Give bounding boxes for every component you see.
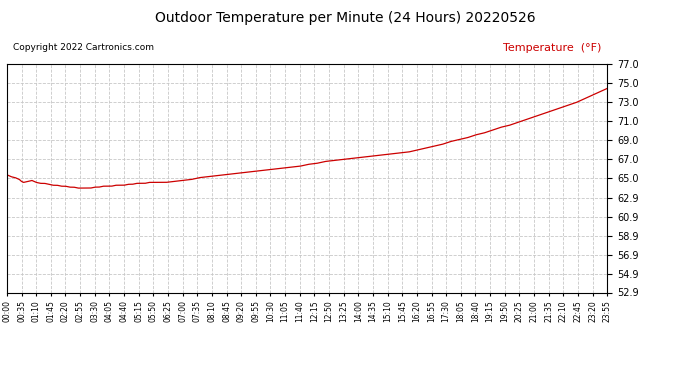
Text: Temperature  (°F): Temperature (°F) <box>503 43 601 53</box>
Text: Copyright 2022 Cartronics.com: Copyright 2022 Cartronics.com <box>13 43 154 52</box>
Text: Outdoor Temperature per Minute (24 Hours) 20220526: Outdoor Temperature per Minute (24 Hours… <box>155 11 535 25</box>
